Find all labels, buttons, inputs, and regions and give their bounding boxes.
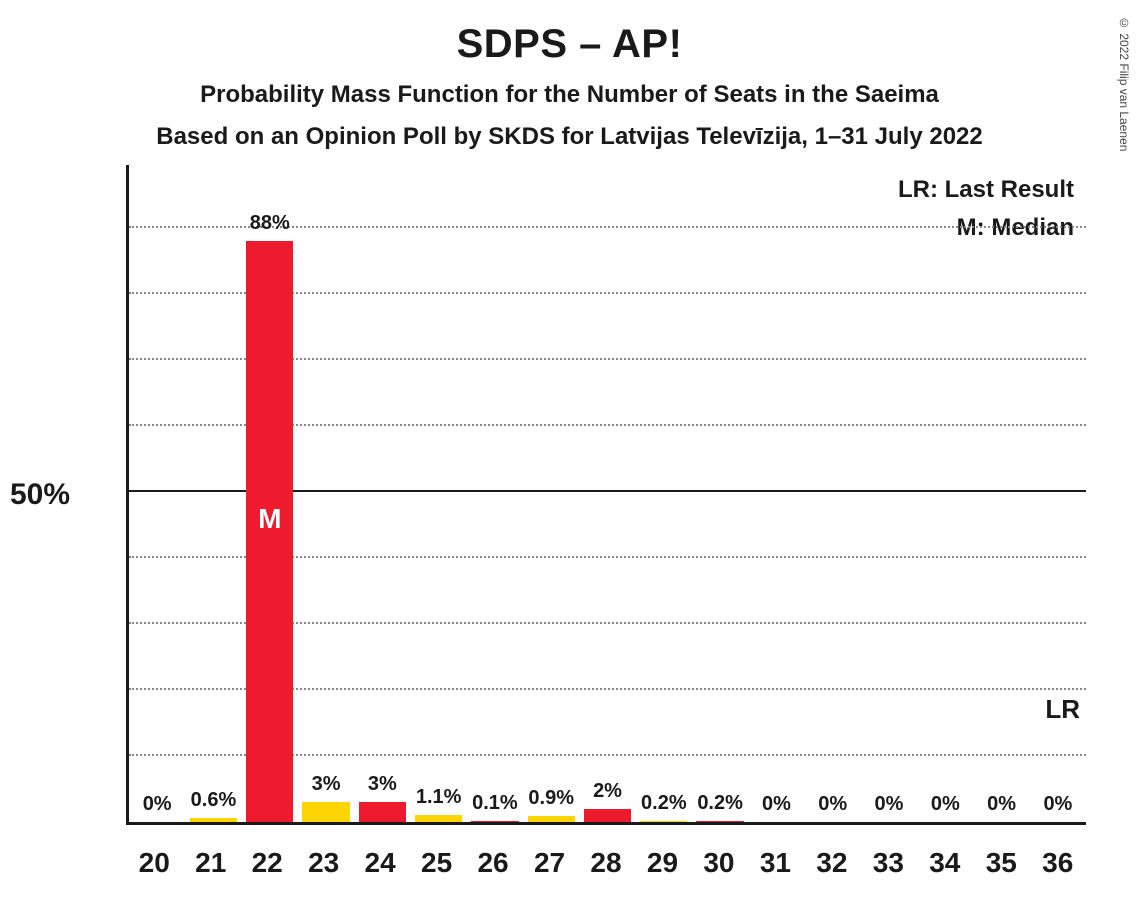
chart-area: LR: Last Result M: Median 0%0.6%88%M3%3%… — [60, 165, 1110, 885]
bar: 88%M — [246, 241, 293, 822]
bar-value-label: 0% — [753, 793, 800, 822]
bar-value-label: 0.1% — [471, 792, 518, 821]
y-axis-label: 50% — [10, 478, 70, 512]
bar: 0.2% — [640, 821, 687, 822]
x-axis-tick-label: 25 — [408, 835, 464, 879]
x-axis-tick-label: 32 — [804, 835, 860, 879]
bar-slot: 0.2% — [692, 165, 748, 822]
bar-slot: 0.2% — [636, 165, 692, 822]
lr-marker: LR — [1045, 694, 1080, 725]
bar-slot: 0% — [748, 165, 804, 822]
bar-value-label: 88% — [246, 212, 293, 241]
bar: 1.1% — [415, 815, 462, 822]
plot-area: LR: Last Result M: Median 0%0.6%88%M3%3%… — [126, 165, 1086, 825]
copyright-text: © 2022 Filip van Laenen — [1117, 16, 1131, 151]
bar-slot: 0.9% — [523, 165, 579, 822]
chart-subtitle-2: Based on an Opinion Poll by SKDS for Lat… — [0, 109, 1139, 151]
bar-slot: 3% — [298, 165, 354, 822]
bar: 0.2% — [696, 821, 743, 822]
x-axis-tick-label: 28 — [578, 835, 634, 879]
bar: 3% — [302, 802, 349, 822]
bar-slot: 0% — [129, 165, 185, 822]
bars-container: 0%0.6%88%M3%3%1.1%0.1%0.9%2%0.2%0.2%0%0%… — [129, 165, 1086, 822]
x-axis-labels: 2021222324252627282930313233343536 — [126, 835, 1086, 879]
x-axis-tick-label: 22 — [239, 835, 295, 879]
x-axis-tick-label: 31 — [747, 835, 803, 879]
bar-value-label: 0% — [1034, 793, 1081, 822]
bar-value-label: 0.6% — [190, 789, 237, 818]
bar-value-label: 0% — [922, 793, 969, 822]
bar-value-label: 0.2% — [696, 792, 743, 821]
bar-value-label: 1.1% — [415, 786, 462, 815]
bar-value-label: 0% — [865, 793, 912, 822]
bar-slot: 88% M — [242, 165, 298, 822]
bar-value-label: 2% — [584, 780, 631, 809]
x-axis-tick-label: 35 — [973, 835, 1029, 879]
bar: 3% — [359, 802, 406, 822]
chart-subtitle-1: Probability Mass Function for the Number… — [0, 67, 1139, 109]
bar: 2% — [584, 809, 631, 822]
bar-slot: 0.6% — [185, 165, 241, 822]
bar: 0.9% — [528, 816, 575, 822]
x-axis-tick-label: 24 — [352, 835, 408, 879]
bar-value-label: 0% — [809, 793, 856, 822]
bar-value-label: 3% — [359, 773, 406, 802]
x-axis-tick-label: 27 — [521, 835, 577, 879]
bar-slot: 0% — [917, 165, 973, 822]
x-axis-tick-label: 33 — [860, 835, 916, 879]
median-marker: M — [246, 503, 293, 535]
x-axis-tick-label: 20 — [126, 835, 182, 879]
x-axis-tick-label: 34 — [917, 835, 973, 879]
x-axis-tick-label: 26 — [465, 835, 521, 879]
x-axis-tick-label: 29 — [634, 835, 690, 879]
bar-value-label: 0% — [134, 793, 181, 822]
x-axis-tick-label: 36 — [1030, 835, 1086, 879]
bar-slot: 3% — [354, 165, 410, 822]
bar-slot: 0% — [861, 165, 917, 822]
bar: 0.6% — [190, 818, 237, 822]
bar: 0.1% — [471, 821, 518, 822]
bar-slot: 0.1% — [467, 165, 523, 822]
bar-value-label: 0.9% — [528, 787, 575, 816]
bar-slot: 1.1% — [410, 165, 466, 822]
bar-slot: 0% — [805, 165, 861, 822]
x-axis-tick-label: 21 — [182, 835, 238, 879]
bar-value-label: 3% — [302, 773, 349, 802]
bar-value-label: 0% — [978, 793, 1025, 822]
bar-slot: 0% — [973, 165, 1029, 822]
x-axis-tick-label: 30 — [691, 835, 747, 879]
bar-value-label: 0.2% — [640, 792, 687, 821]
x-axis-tick-label: 23 — [295, 835, 351, 879]
bar-slot: 2% — [579, 165, 635, 822]
chart-title: SDPS – AP! — [0, 0, 1139, 67]
